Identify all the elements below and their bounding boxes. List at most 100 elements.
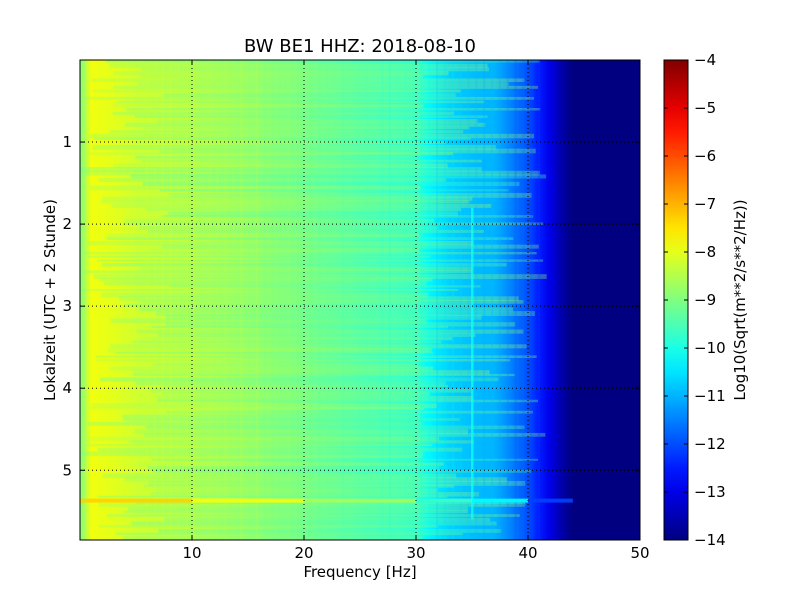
y-tick-label: 3 <box>62 297 72 315</box>
texture-column <box>444 60 446 540</box>
texture-streak <box>132 370 490 375</box>
texture-streak <box>106 233 420 238</box>
texture-streak <box>112 111 455 115</box>
spectral-line <box>471 207 474 520</box>
texture-streak <box>135 381 446 386</box>
texture-column <box>279 60 282 540</box>
colorbar-tick-label: −13 <box>694 483 726 501</box>
texture-streak <box>86 240 474 246</box>
texture-streak <box>124 218 435 223</box>
texture-column <box>138 60 141 540</box>
texture-streak <box>123 418 460 421</box>
x-tick-label: 40 <box>518 544 537 562</box>
texture-streak <box>137 462 444 466</box>
texture-streak <box>109 366 434 371</box>
texture-streak <box>87 255 431 258</box>
noise-band-segment <box>416 498 472 503</box>
texture-streak <box>155 488 438 493</box>
texture-streak <box>125 122 486 127</box>
texture-streak <box>97 447 463 452</box>
texture-streak <box>83 252 537 255</box>
texture-streak <box>133 373 515 377</box>
texture-streak <box>165 314 482 320</box>
texture-streak <box>119 296 519 301</box>
texture-streak <box>164 517 491 522</box>
texture-streak <box>126 108 541 111</box>
x-tick-label: 50 <box>630 544 649 562</box>
texture-streak <box>110 318 427 324</box>
texture-column <box>553 60 556 540</box>
texture-column <box>177 60 180 540</box>
texture-column <box>106 60 109 540</box>
texture-column <box>224 60 227 540</box>
texture-streak <box>122 536 424 540</box>
texture-streak <box>102 473 457 479</box>
texture-streak <box>139 300 524 304</box>
texture-streak <box>104 281 427 286</box>
texture-streak <box>165 322 516 327</box>
noise-band-segment <box>192 498 304 503</box>
texture-streak <box>113 85 539 89</box>
x-tick-label: 20 <box>294 544 313 562</box>
texture-streak <box>155 311 535 317</box>
texture-column <box>451 60 454 540</box>
texture-column <box>287 60 290 540</box>
texture-column <box>381 60 384 540</box>
texture-column <box>483 60 486 540</box>
texture-column <box>396 60 399 540</box>
colorbar-tick-label: −11 <box>694 387 726 405</box>
texture-streak <box>151 458 539 461</box>
texture-streak <box>148 455 422 459</box>
y-tick-label: 4 <box>62 379 72 397</box>
texture-streak <box>159 148 536 154</box>
texture-streak <box>91 403 437 409</box>
texture-streak <box>137 82 509 86</box>
texture-streak <box>102 196 473 201</box>
texture-column <box>428 60 431 540</box>
texture-column <box>153 60 156 540</box>
texture-streak <box>95 355 537 359</box>
texture-streak <box>147 229 485 233</box>
colorbar-tick-label: −6 <box>694 147 716 165</box>
y-tick-label: 5 <box>62 461 72 479</box>
texture-streak <box>157 396 474 401</box>
texture-streak <box>81 170 540 176</box>
texture-streak <box>106 237 514 240</box>
texture-streak <box>168 192 532 198</box>
texture-column <box>561 60 564 540</box>
texture-streak <box>117 100 485 104</box>
texture-streak <box>91 78 525 83</box>
texture-column <box>506 60 509 540</box>
texture-streak <box>161 384 449 388</box>
texture-streak <box>136 141 446 144</box>
spectrogram-image <box>80 60 640 540</box>
colorbar-tick-label: −9 <box>694 291 716 309</box>
texture-streak <box>165 410 533 414</box>
colorbar-tick-label: −8 <box>694 243 716 261</box>
texture-streak <box>152 469 532 473</box>
texture-streak <box>93 137 471 140</box>
texture-column <box>240 60 243 540</box>
texture-column <box>326 60 329 540</box>
texture-streak <box>85 444 433 447</box>
texture-column <box>255 60 258 540</box>
texture-streak <box>115 351 434 354</box>
texture-streak <box>113 163 448 169</box>
texture-streak <box>143 126 470 130</box>
texture-streak <box>142 181 520 186</box>
texture-streak <box>163 93 456 97</box>
texture-streak <box>109 130 464 134</box>
texture-column <box>248 60 250 540</box>
texture-streak <box>141 74 424 79</box>
texture-streak <box>116 540 501 543</box>
texture-streak <box>162 392 431 396</box>
texture-streak <box>128 440 474 444</box>
colorbar-tick-label: −12 <box>694 435 726 453</box>
texture-column <box>271 60 274 540</box>
texture-streak <box>123 222 544 226</box>
texture-streak <box>160 189 509 192</box>
texture-streak <box>95 359 511 362</box>
texture-streak <box>98 525 438 528</box>
texture-column <box>169 60 172 540</box>
texture-streak <box>88 421 422 426</box>
